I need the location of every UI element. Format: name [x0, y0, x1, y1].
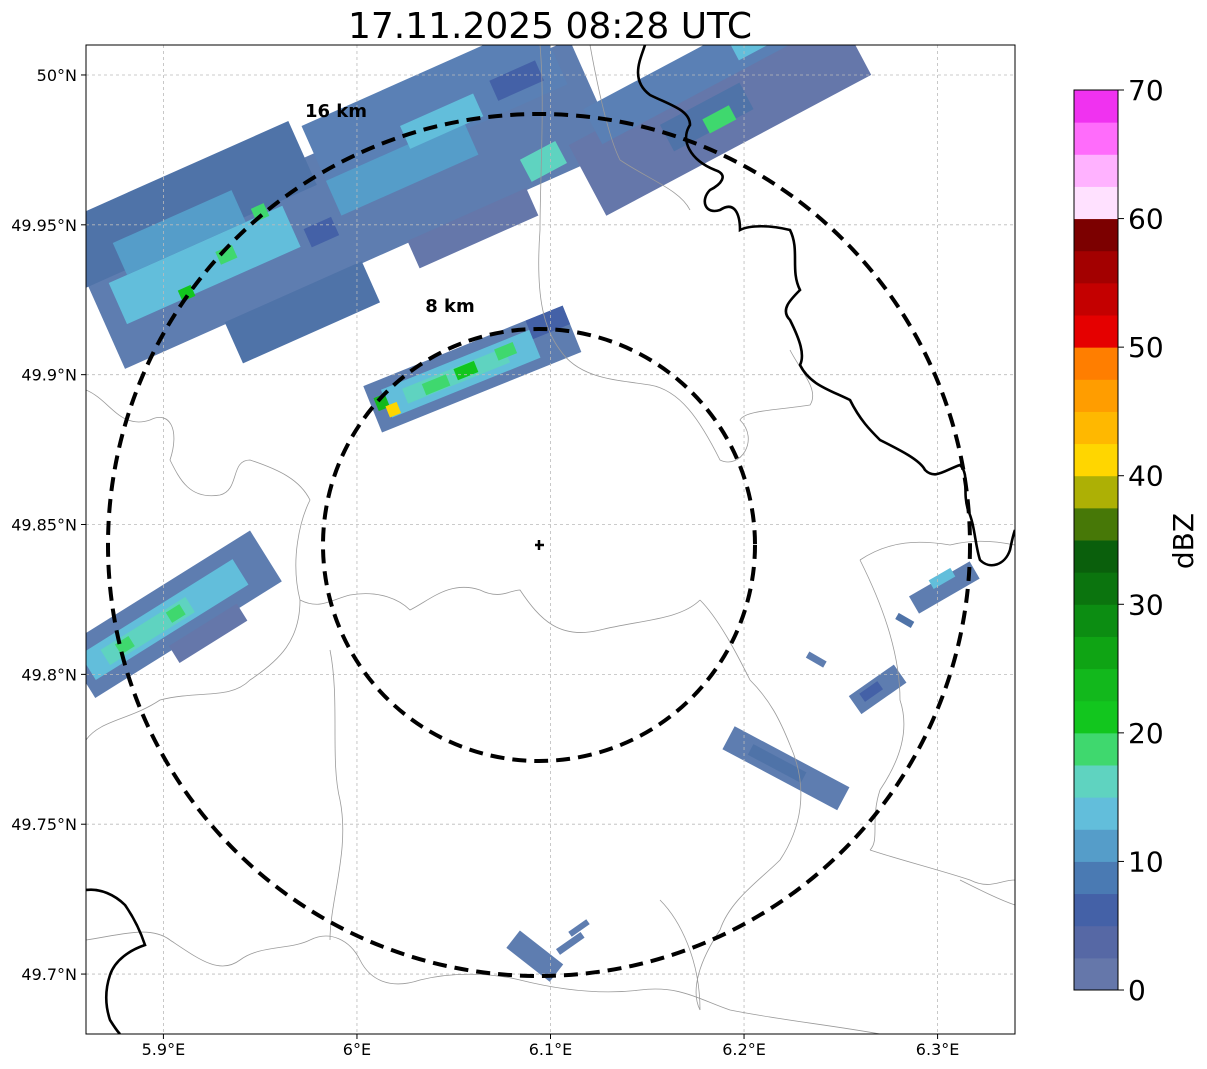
lat-tick-label: 50°N	[37, 66, 77, 85]
colorbar-swatch	[1074, 90, 1118, 123]
lon-tick-label: 6.3°E	[916, 1040, 960, 1059]
colorbar-swatch	[1074, 700, 1118, 734]
lon-tick-label: 5.9°E	[142, 1040, 186, 1059]
colorbar-tick-label: 50	[1128, 331, 1164, 364]
range-ring-16km-label: 16 km	[305, 101, 367, 122]
lat-tick-label: 49.9°N	[21, 366, 77, 385]
colorbar-swatch	[1074, 507, 1118, 541]
colorbar-tick-label: 60	[1128, 203, 1164, 236]
colorbar-tick-label: 0	[1128, 974, 1146, 1007]
colorbar-swatch	[1074, 315, 1118, 348]
lat-tick-label: 49.75°N	[11, 815, 77, 834]
lon-tick-label: 6°E	[343, 1040, 371, 1059]
lat-tick-label: 49.85°N	[11, 516, 77, 535]
colorbar-swatch	[1074, 379, 1118, 412]
echo-cluster-northeast	[519, 45, 872, 216]
colorbar-swatch	[1074, 925, 1118, 959]
latitude-tick-labels: 50°N 49.95°N 49.9°N 49.85°N 49.8°N 49.75°N 49.…	[11, 66, 86, 984]
colorbar-swatch	[1074, 636, 1118, 670]
colorbar-swatch	[1074, 765, 1118, 798]
colorbar-swatch	[1074, 218, 1118, 252]
colorbar-swatch	[1074, 732, 1118, 766]
lon-tick-label: 6.1°E	[529, 1040, 573, 1059]
colorbar-swatch	[1074, 250, 1118, 284]
lat-tick-label: 49.8°N	[21, 665, 77, 684]
lat-tick-label: 49.7°N	[21, 965, 77, 984]
colorbar-swatch	[1074, 443, 1118, 477]
colorbar-label: dBZ	[1167, 513, 1200, 569]
range-rings: 16 km 8 km	[106, 101, 972, 978]
colorbar-swatch	[1074, 572, 1118, 605]
colorbar: 0 10 20 30 40 50 60 70 dBZ	[1073, 74, 1200, 1007]
colorbar-tick-label: 40	[1128, 460, 1164, 493]
colorbar-swatch	[1074, 186, 1118, 220]
colorbar-swatch	[1074, 282, 1118, 316]
echo-band-center-north	[363, 305, 582, 433]
colorbar-swatch	[1074, 347, 1118, 380]
colorbar-swatch	[1074, 475, 1118, 509]
lat-tick-label: 49.95°N	[11, 216, 77, 235]
range-ring-8km	[321, 327, 757, 763]
echo-band-northwest	[86, 45, 619, 369]
colorbar-swatch	[1074, 411, 1118, 445]
colorbar-swatch	[1074, 668, 1118, 702]
longitude-tick-labels: 5.9°E 6°E 6.1°E 6.2°E 6.3°E	[142, 1034, 960, 1059]
range-ring-8km-label: 8 km	[425, 296, 475, 317]
colorbar-swatches	[1074, 90, 1118, 991]
colorbar-swatch	[1074, 122, 1118, 155]
echo-cluster-west	[86, 530, 282, 698]
colorbar-ticks: 0 10 20 30 40 50 60 70	[1118, 74, 1164, 1007]
echo-cells-south	[506, 919, 590, 982]
echo-cells-east	[722, 561, 980, 811]
map-title: 17.11.2025 08:28 UTC	[348, 6, 752, 47]
colorbar-tick-label: 20	[1128, 717, 1164, 750]
colorbar-swatch	[1074, 957, 1118, 991]
colorbar-swatch	[1074, 797, 1118, 830]
colorbar-tick-label: 70	[1128, 74, 1164, 107]
colorbar-swatch	[1074, 861, 1118, 895]
map-panel[interactable]: 16 km 8 km	[51, 0, 1015, 1034]
colorbar-swatch	[1074, 893, 1118, 927]
colorbar-tick-label: 30	[1128, 588, 1164, 621]
colorbar-swatch	[1074, 154, 1118, 187]
colorbar-tick-label: 10	[1128, 845, 1164, 878]
colorbar-swatch	[1074, 604, 1118, 637]
reflectivity-echoes	[86, 45, 980, 982]
lon-tick-label: 6.2°E	[722, 1040, 766, 1059]
radar-site-marker	[535, 540, 544, 550]
minor-borders	[86, 45, 1015, 1034]
colorbar-swatch	[1074, 829, 1118, 862]
colorbar-swatch	[1074, 540, 1118, 573]
range-ring-16km	[106, 112, 972, 978]
colorbar-frame	[1073, 89, 1119, 991]
